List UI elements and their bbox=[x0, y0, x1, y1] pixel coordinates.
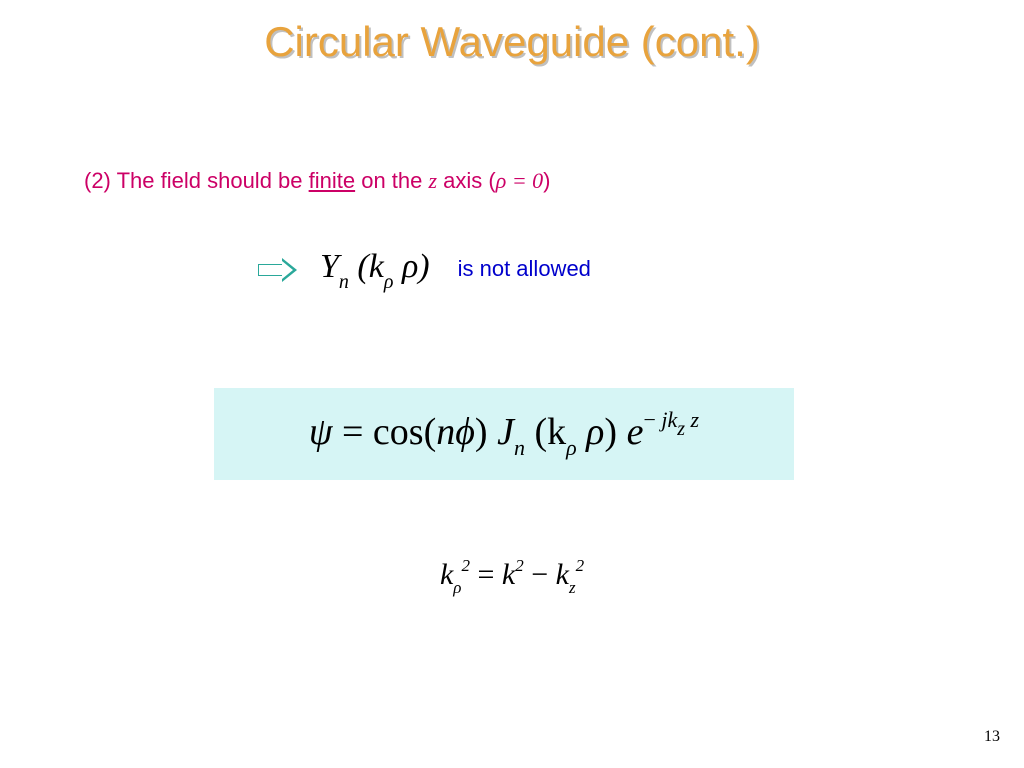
eq-psi: ψ bbox=[309, 411, 333, 453]
eq-ksub: ρ bbox=[566, 435, 577, 460]
page-number: 13 bbox=[984, 728, 1000, 746]
dispersion-equation: kρ2 = k2 − kz2 bbox=[0, 558, 1024, 596]
eq-close1: ) bbox=[475, 411, 497, 453]
math-open: (k bbox=[349, 248, 384, 285]
condition-eq: = 0 bbox=[506, 168, 543, 193]
math-arg: ρ bbox=[393, 248, 418, 285]
math-Y-sub: n bbox=[339, 271, 349, 293]
eq-n: n bbox=[436, 411, 455, 453]
eq2-sup1: 2 bbox=[461, 556, 470, 575]
arrow-icon bbox=[258, 258, 298, 280]
eq-exp-j: j bbox=[656, 407, 668, 432]
slide-title: Circular Waveguide (cont.) bbox=[0, 18, 1024, 66]
eq2-sup2: 2 bbox=[515, 556, 524, 575]
eq2-eq: = bbox=[470, 558, 502, 591]
eq-exp-z: z bbox=[685, 407, 699, 432]
eq2-k3: k bbox=[556, 558, 569, 591]
eq-eq: = bbox=[332, 411, 372, 453]
condition-underlined: finite bbox=[309, 168, 355, 193]
eq-phi: ϕ bbox=[455, 411, 475, 453]
main-equation-box: ψ = cos(nϕ) Jn (kρ ρ) e− jkz z bbox=[214, 388, 794, 480]
main-equation: ψ = cos(nϕ) Jn (kρ ρ) e− jkz z bbox=[309, 410, 699, 459]
condition-mid2: axis ( bbox=[437, 168, 496, 193]
not-allowed-row: Yn (kρ ρ) is not allowed bbox=[258, 248, 591, 291]
eq-J: J bbox=[497, 411, 514, 453]
eq2-sub-z: z bbox=[569, 578, 576, 597]
eq-exp-minus: − bbox=[643, 407, 655, 432]
eq-open2: (k bbox=[525, 411, 566, 453]
condition-prefix: (2) The field should be bbox=[84, 168, 309, 193]
eq2-k2: k bbox=[502, 558, 515, 591]
condition-line: (2) The field should be finite on the z … bbox=[84, 168, 551, 194]
condition-z-var: z bbox=[429, 168, 438, 193]
not-allowed-note: is not allowed bbox=[458, 256, 591, 282]
eq2-sub-rho: ρ bbox=[453, 578, 461, 597]
eq-exp: − jkz z bbox=[643, 407, 699, 432]
eq-exp-ksub: z bbox=[677, 418, 685, 440]
eq-arg2: ρ bbox=[577, 411, 605, 453]
eq-cos: cos( bbox=[373, 411, 436, 453]
eq2-sup3: 2 bbox=[576, 556, 585, 575]
bessel-y-expression: Yn (kρ ρ) bbox=[320, 248, 430, 291]
eq-Jsub: n bbox=[514, 435, 525, 460]
eq2-minus: − bbox=[524, 558, 556, 591]
condition-mid: on the bbox=[355, 168, 428, 193]
condition-rho-var: ρ bbox=[496, 168, 507, 193]
eq-exp-k: k bbox=[667, 407, 677, 432]
eq-e: e bbox=[627, 411, 644, 453]
slide-title-text: Circular Waveguide (cont.) bbox=[264, 18, 760, 65]
math-close: ) bbox=[418, 248, 429, 285]
eq-close2: ) bbox=[604, 411, 626, 453]
math-k-sub: ρ bbox=[384, 271, 394, 293]
condition-suffix: ) bbox=[543, 168, 550, 193]
eq2-k1: k bbox=[440, 558, 453, 591]
math-Y: Y bbox=[320, 248, 339, 285]
